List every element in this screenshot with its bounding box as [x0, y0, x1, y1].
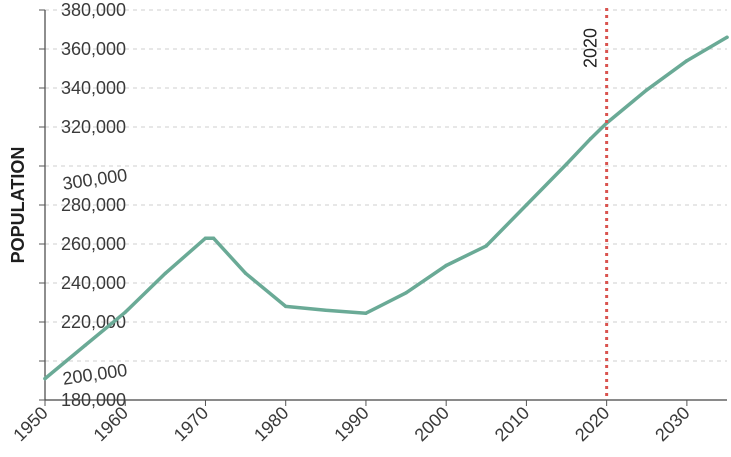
y-tick-label: 360,000 [61, 39, 126, 59]
series-point [43, 376, 47, 381]
series-point [588, 137, 593, 141]
x-tick-label: 2010 [491, 403, 533, 445]
series-point [123, 310, 127, 314]
y-tick-label: 280,000 [61, 195, 126, 215]
reference-line-label: 2020 [581, 28, 601, 68]
series [43, 35, 729, 381]
y-tick-label: 180,000 [61, 390, 126, 410]
y-tick-label: 260,000 [61, 234, 126, 254]
series-point [685, 59, 689, 63]
series-point [284, 304, 288, 309]
x-tick-label: 2030 [651, 403, 693, 445]
y-tick-label: 320,000 [61, 117, 126, 137]
series-point [725, 35, 729, 39]
series-point [524, 203, 529, 207]
series-point [83, 343, 87, 348]
x-tick-label: 2020 [571, 403, 613, 445]
series-point [243, 271, 248, 275]
x-tick-label: 1980 [250, 403, 292, 445]
annotations: 2020 [581, 8, 609, 400]
y-tick-label: 220,000 [61, 312, 126, 332]
y-tick-label: 200,000 [61, 360, 128, 389]
y-tick-label: 340,000 [61, 78, 126, 98]
y-tick-label: 300,000 [61, 165, 128, 194]
series-point [163, 271, 168, 275]
y-axis-label: POPULATION [8, 147, 28, 264]
series-point [444, 263, 448, 268]
series-point [484, 244, 488, 248]
x-tick-label: 1970 [170, 403, 212, 445]
series-point [364, 311, 368, 315]
series-point [324, 308, 328, 312]
x-tick-label: 1990 [330, 403, 372, 445]
series-point [211, 236, 216, 240]
y-tick-label: 380,000 [61, 0, 126, 20]
y-tick-label: 240,000 [61, 273, 126, 293]
series-line [43, 35, 729, 381]
grid [45, 9, 727, 401]
series-point [404, 291, 408, 295]
x-tick-label: 1950 [9, 403, 51, 445]
series-point [645, 88, 649, 92]
series-point [203, 236, 208, 240]
series-point [564, 162, 569, 166]
x-tick-label: 2000 [411, 403, 453, 445]
